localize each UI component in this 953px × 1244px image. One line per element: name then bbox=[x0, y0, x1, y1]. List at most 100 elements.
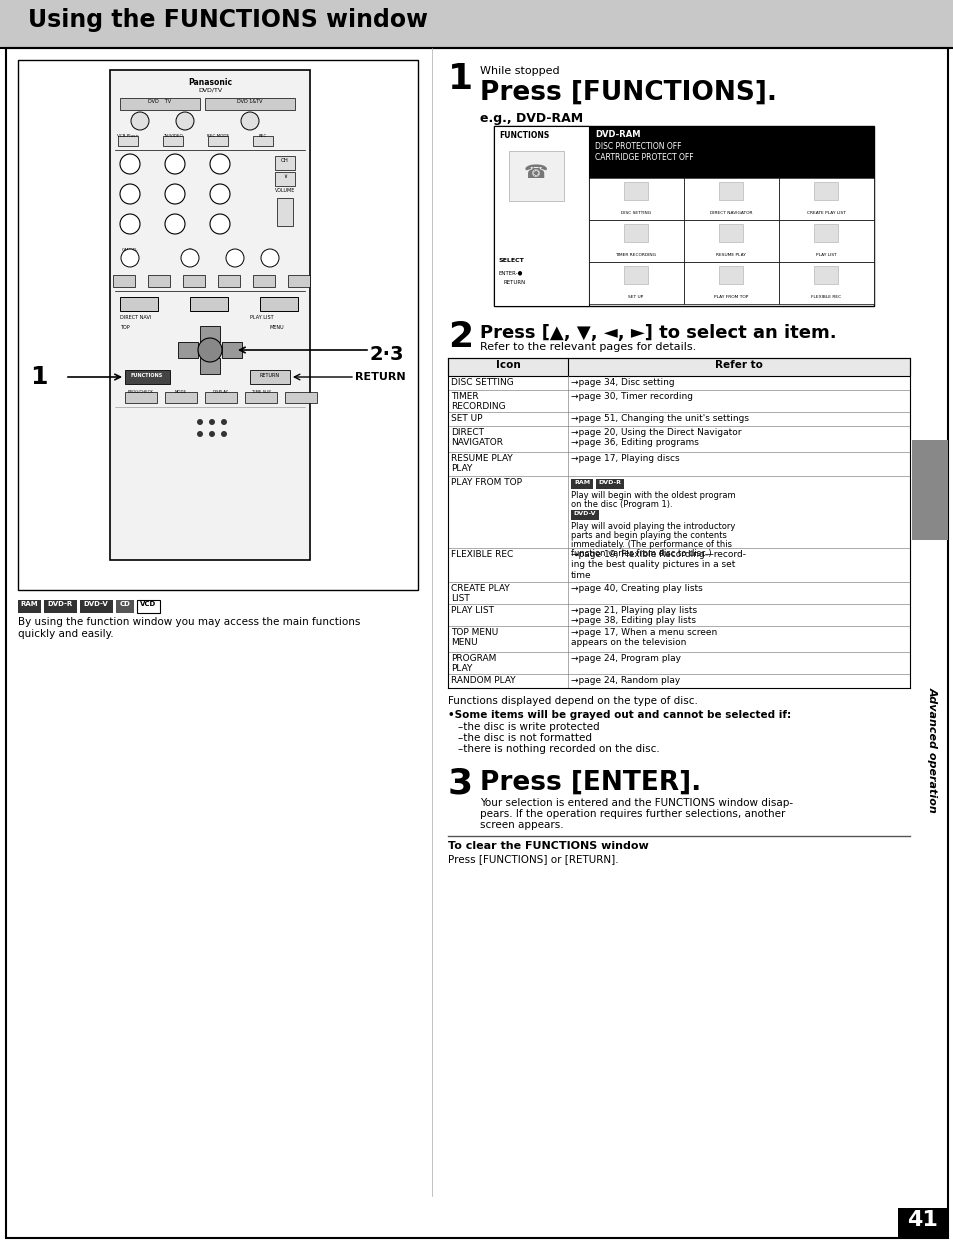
Text: ∨: ∨ bbox=[283, 174, 287, 179]
Bar bbox=[183, 275, 205, 287]
Text: Icon: Icon bbox=[496, 360, 519, 369]
Circle shape bbox=[120, 214, 140, 234]
Text: ENTER: ENTER bbox=[202, 347, 218, 352]
Bar bbox=[623, 182, 647, 200]
Text: →page 40, Creating play lists: →page 40, Creating play lists bbox=[571, 583, 702, 593]
Bar bbox=[448, 358, 909, 376]
Text: RQT6636: RQT6636 bbox=[905, 1232, 938, 1238]
Bar bbox=[125, 369, 170, 384]
Circle shape bbox=[210, 184, 230, 204]
Bar bbox=[120, 297, 158, 311]
Bar bbox=[274, 172, 294, 187]
Text: PROGRAM
PLAY: PROGRAM PLAY bbox=[451, 654, 496, 673]
Circle shape bbox=[165, 154, 185, 174]
Text: While stopped: While stopped bbox=[479, 66, 559, 76]
Circle shape bbox=[196, 419, 203, 425]
Bar bbox=[494, 126, 588, 306]
Text: MENU: MENU bbox=[270, 325, 284, 330]
Text: DVD    TV: DVD TV bbox=[149, 100, 172, 104]
Text: 4: 4 bbox=[127, 189, 132, 199]
Text: FUNCTIONS: FUNCTIONS bbox=[131, 373, 163, 378]
Circle shape bbox=[198, 338, 222, 362]
Text: PLAY FROM TOP: PLAY FROM TOP bbox=[451, 478, 521, 486]
Text: DISC SETTING: DISC SETTING bbox=[620, 211, 650, 215]
Circle shape bbox=[181, 249, 199, 267]
Bar bbox=[285, 392, 316, 403]
Text: SELECT: SELECT bbox=[498, 258, 524, 262]
Text: CD: CD bbox=[119, 601, 131, 607]
Text: pears. If the operation requires further selections, another: pears. If the operation requires further… bbox=[479, 809, 784, 819]
Bar bbox=[163, 136, 183, 146]
Text: Press [FUNCTIONS].: Press [FUNCTIONS]. bbox=[479, 80, 776, 106]
Bar bbox=[509, 151, 563, 202]
Bar bbox=[245, 392, 276, 403]
Text: TIMER
RECORDING: TIMER RECORDING bbox=[451, 392, 505, 412]
Text: 8: 8 bbox=[172, 219, 178, 229]
Text: 2·3: 2·3 bbox=[370, 345, 404, 364]
Bar bbox=[116, 600, 133, 613]
Text: MODE: MODE bbox=[174, 391, 187, 394]
Text: RAM: RAM bbox=[20, 601, 38, 607]
Bar bbox=[588, 262, 683, 304]
Text: ☎: ☎ bbox=[523, 163, 548, 182]
Text: 1: 1 bbox=[127, 159, 132, 169]
Bar bbox=[18, 600, 41, 613]
Text: DISC PROTECTION OFF: DISC PROTECTION OFF bbox=[595, 142, 680, 151]
Text: Functions displayed depend on the type of disc.: Functions displayed depend on the type o… bbox=[448, 695, 698, 707]
Bar bbox=[274, 156, 294, 170]
Text: →page 51, Changing the unit's settings: →page 51, Changing the unit's settings bbox=[571, 414, 748, 423]
Bar bbox=[683, 220, 779, 262]
Text: VOLUME: VOLUME bbox=[274, 188, 294, 193]
Text: Panasonic: Panasonic bbox=[188, 78, 232, 87]
Bar bbox=[112, 275, 135, 287]
Text: TV/VIDEO: TV/VIDEO bbox=[163, 134, 183, 138]
Circle shape bbox=[165, 214, 185, 234]
Text: →page 24, Random play: →page 24, Random play bbox=[571, 675, 679, 685]
Text: PLAY LIST: PLAY LIST bbox=[815, 253, 836, 258]
Bar bbox=[276, 198, 293, 226]
Text: 3: 3 bbox=[216, 159, 223, 169]
Circle shape bbox=[221, 430, 227, 437]
Text: SET UP: SET UP bbox=[628, 295, 643, 299]
Text: PLAY LIST: PLAY LIST bbox=[451, 606, 494, 615]
Circle shape bbox=[221, 419, 227, 425]
Bar bbox=[222, 342, 242, 358]
Text: Play will begin with the oldest program: Play will begin with the oldest program bbox=[571, 491, 735, 500]
Text: →page 17, When a menu screen
appears on the television: →page 17, When a menu screen appears on … bbox=[571, 628, 717, 647]
Text: →page 30, Timer recording: →page 30, Timer recording bbox=[571, 392, 692, 401]
Text: VCR Plus+: VCR Plus+ bbox=[117, 134, 139, 138]
Text: RETURN: RETURN bbox=[355, 372, 405, 382]
Bar bbox=[178, 342, 198, 358]
Circle shape bbox=[165, 184, 185, 204]
Text: →page 17, Playing discs: →page 17, Playing discs bbox=[571, 454, 679, 463]
Text: CARTRIDGE PROTECT OFF: CARTRIDGE PROTECT OFF bbox=[595, 153, 693, 162]
Bar bbox=[118, 136, 138, 146]
Text: RETURN: RETURN bbox=[503, 280, 526, 285]
Text: TIMER RECORDING: TIMER RECORDING bbox=[615, 253, 656, 258]
Circle shape bbox=[241, 112, 258, 131]
Bar bbox=[137, 600, 160, 613]
Bar bbox=[571, 479, 593, 489]
Circle shape bbox=[226, 249, 244, 267]
Bar bbox=[200, 358, 220, 374]
Text: Your selection is entered and the FUNCTIONS window disap-: Your selection is entered and the FUNCTI… bbox=[479, 797, 792, 809]
Bar bbox=[779, 262, 873, 304]
Text: 1: 1 bbox=[30, 364, 48, 389]
Text: DVD/TV: DVD/TV bbox=[197, 87, 222, 92]
Bar bbox=[44, 600, 77, 613]
Text: –the disc is write protected: –the disc is write protected bbox=[457, 722, 599, 731]
Text: Press [FUNCTIONS] or [RETURN].: Press [FUNCTIONS] or [RETURN]. bbox=[448, 853, 618, 865]
Text: 9: 9 bbox=[216, 219, 223, 229]
Text: Advanced operation: Advanced operation bbox=[927, 687, 937, 812]
Text: e.g., DVD-RAM: e.g., DVD-RAM bbox=[479, 112, 582, 124]
Text: FUNCTIONS: FUNCTIONS bbox=[498, 131, 549, 141]
Text: CANCEL: CANCEL bbox=[122, 248, 138, 253]
Bar bbox=[813, 224, 837, 243]
Bar bbox=[148, 275, 170, 287]
Text: Refer to: Refer to bbox=[715, 360, 762, 369]
Bar bbox=[200, 326, 220, 342]
Circle shape bbox=[210, 214, 230, 234]
Text: DVD-V: DVD-V bbox=[573, 511, 596, 516]
Bar bbox=[588, 220, 683, 262]
Circle shape bbox=[120, 184, 140, 204]
